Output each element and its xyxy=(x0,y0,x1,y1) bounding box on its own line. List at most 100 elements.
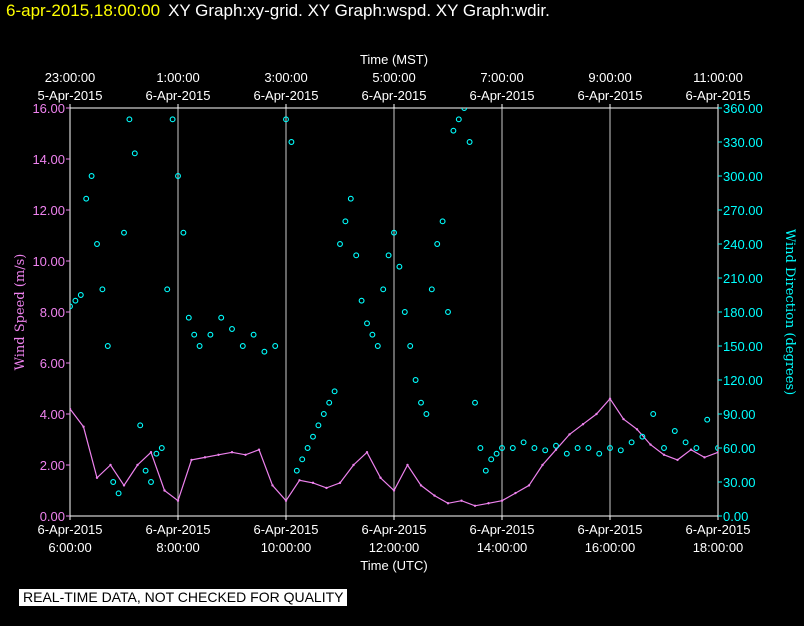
chart-header: 6-apr-2015,18:00:00 XY Graph:xy-grid. XY … xyxy=(6,1,550,21)
wind-direction-point xyxy=(326,399,333,406)
right-tick-label: 30.00 xyxy=(723,475,756,490)
wind-direction-point xyxy=(158,445,165,451)
wind-speed-point xyxy=(433,494,436,497)
wind-speed-point xyxy=(176,499,180,502)
top-tick-time: 23:00:00 xyxy=(45,70,96,85)
left-tick-label: 16.00 xyxy=(32,101,65,116)
wind-speed-point xyxy=(190,458,193,462)
left-tick-label: 4.00 xyxy=(40,407,65,422)
top-tick-date: 6-Apr-2015 xyxy=(577,88,642,103)
right-tick-label: 300.00 xyxy=(723,169,763,184)
wind-direction-point xyxy=(126,116,133,123)
wind-direction-point xyxy=(369,331,376,338)
top-tick-date: 6-Apr-2015 xyxy=(469,88,534,103)
wind-direction-point xyxy=(175,173,181,179)
bottom-axis-title: Time (UTC) xyxy=(360,558,427,573)
bottom-tick-time: 12:00:00 xyxy=(369,540,420,555)
top-tick-time: 1:00:00 xyxy=(156,70,199,85)
wind-direction-point xyxy=(191,331,198,338)
wind-direction-point xyxy=(110,479,117,485)
wind-speed-point xyxy=(122,484,126,487)
wind-speed-point xyxy=(460,499,463,502)
left-tick-label: 6.00 xyxy=(40,356,65,371)
wind-direction-point xyxy=(574,445,581,451)
wind-direction-point xyxy=(482,467,489,474)
top-tick-time: 9:00:00 xyxy=(588,70,631,85)
bottom-tick-time: 16:00:00 xyxy=(585,540,636,555)
wind-direction-point xyxy=(153,450,160,457)
wind-direction-point xyxy=(94,241,100,247)
wind-speed-point xyxy=(136,463,139,467)
right-tick-label: 210.00 xyxy=(723,271,763,286)
wind-speed-point xyxy=(514,491,517,495)
wind-direction-point xyxy=(428,286,435,293)
top-tick-time: 11:00:00 xyxy=(693,70,743,85)
wind-speed-point xyxy=(379,476,382,479)
wind-direction-point xyxy=(99,286,106,293)
wind-speed-point xyxy=(365,451,369,454)
wind-speed-point xyxy=(352,463,355,467)
right-tick-label: 330.00 xyxy=(723,135,763,150)
wind-speed-point xyxy=(149,451,153,454)
wind-speed-point xyxy=(689,448,693,451)
wind-direction-point xyxy=(196,343,203,349)
wind-speed-point xyxy=(109,463,112,467)
wind-speed-point xyxy=(392,489,396,492)
wind-speed-point xyxy=(554,448,558,451)
wind-direction-point xyxy=(310,433,316,440)
wind-direction-point xyxy=(374,343,381,349)
wind-direction-point xyxy=(520,439,527,446)
wind-speed-point xyxy=(622,417,625,421)
wind-direction-point xyxy=(412,377,419,383)
wind-speed-point xyxy=(473,504,477,507)
top-tick-date: 5-Apr-2015 xyxy=(37,88,102,103)
wind-direction-point xyxy=(607,445,613,451)
wind-direction-point xyxy=(499,445,505,451)
bottom-tick-time: 18:00:00 xyxy=(693,540,744,555)
wind-speed-point xyxy=(662,453,666,456)
wind-direction-point xyxy=(299,456,306,463)
wind-direction-point xyxy=(250,331,257,338)
wind-direction-point xyxy=(628,439,635,446)
wind-direction-point xyxy=(472,399,478,406)
wind-direction-point xyxy=(272,343,279,349)
wind-speed-point xyxy=(595,412,598,416)
wind-direction-point xyxy=(347,195,354,202)
wind-direction-point xyxy=(445,309,451,315)
wind-direction-point xyxy=(304,445,311,451)
wind-direction-point xyxy=(70,303,73,310)
wind-direction-point xyxy=(331,388,338,395)
bottom-tick-time: 10:00:00 xyxy=(261,540,312,555)
wind-speed-point xyxy=(703,456,706,459)
wind-direction-point xyxy=(164,286,171,293)
wind-speed-point xyxy=(203,456,207,459)
right-tick-label: 150.00 xyxy=(723,339,763,354)
wind-direction-point xyxy=(639,433,646,440)
right-tick-label: 0.00 xyxy=(723,509,748,524)
wind-direction-point xyxy=(650,411,657,417)
wind-direction-point xyxy=(450,127,457,134)
wind-speed-point xyxy=(608,397,612,400)
top-tick-date: 6-Apr-2015 xyxy=(145,88,210,103)
wind-direction-point xyxy=(553,442,559,449)
wind-direction-point xyxy=(682,439,689,446)
wind-speed-point xyxy=(568,433,571,436)
top-tick-date: 6-Apr-2015 xyxy=(253,88,318,103)
wind-direction-point xyxy=(531,445,538,451)
wind-direction-point xyxy=(315,422,322,429)
wind-direction-point xyxy=(455,116,462,123)
wind-speed-point xyxy=(338,481,342,485)
wind-speed-point xyxy=(527,484,531,487)
right-tick-label: 360.00 xyxy=(723,101,763,116)
header-date: 6-apr-2015,18:00:00 xyxy=(6,1,161,20)
wind-direction-point xyxy=(380,286,387,293)
header-graph-list: XY Graph:xy-grid. XY Graph:wspd. XY Grap… xyxy=(168,1,550,20)
wind-direction-point xyxy=(661,445,667,451)
wind-speed-point xyxy=(325,486,328,490)
wind-speed-point xyxy=(635,428,639,431)
right-tick-label: 180.00 xyxy=(723,305,763,320)
wind-direction-point xyxy=(239,343,246,349)
wind-direction-point xyxy=(83,195,90,202)
wind-direction-point xyxy=(180,229,187,236)
